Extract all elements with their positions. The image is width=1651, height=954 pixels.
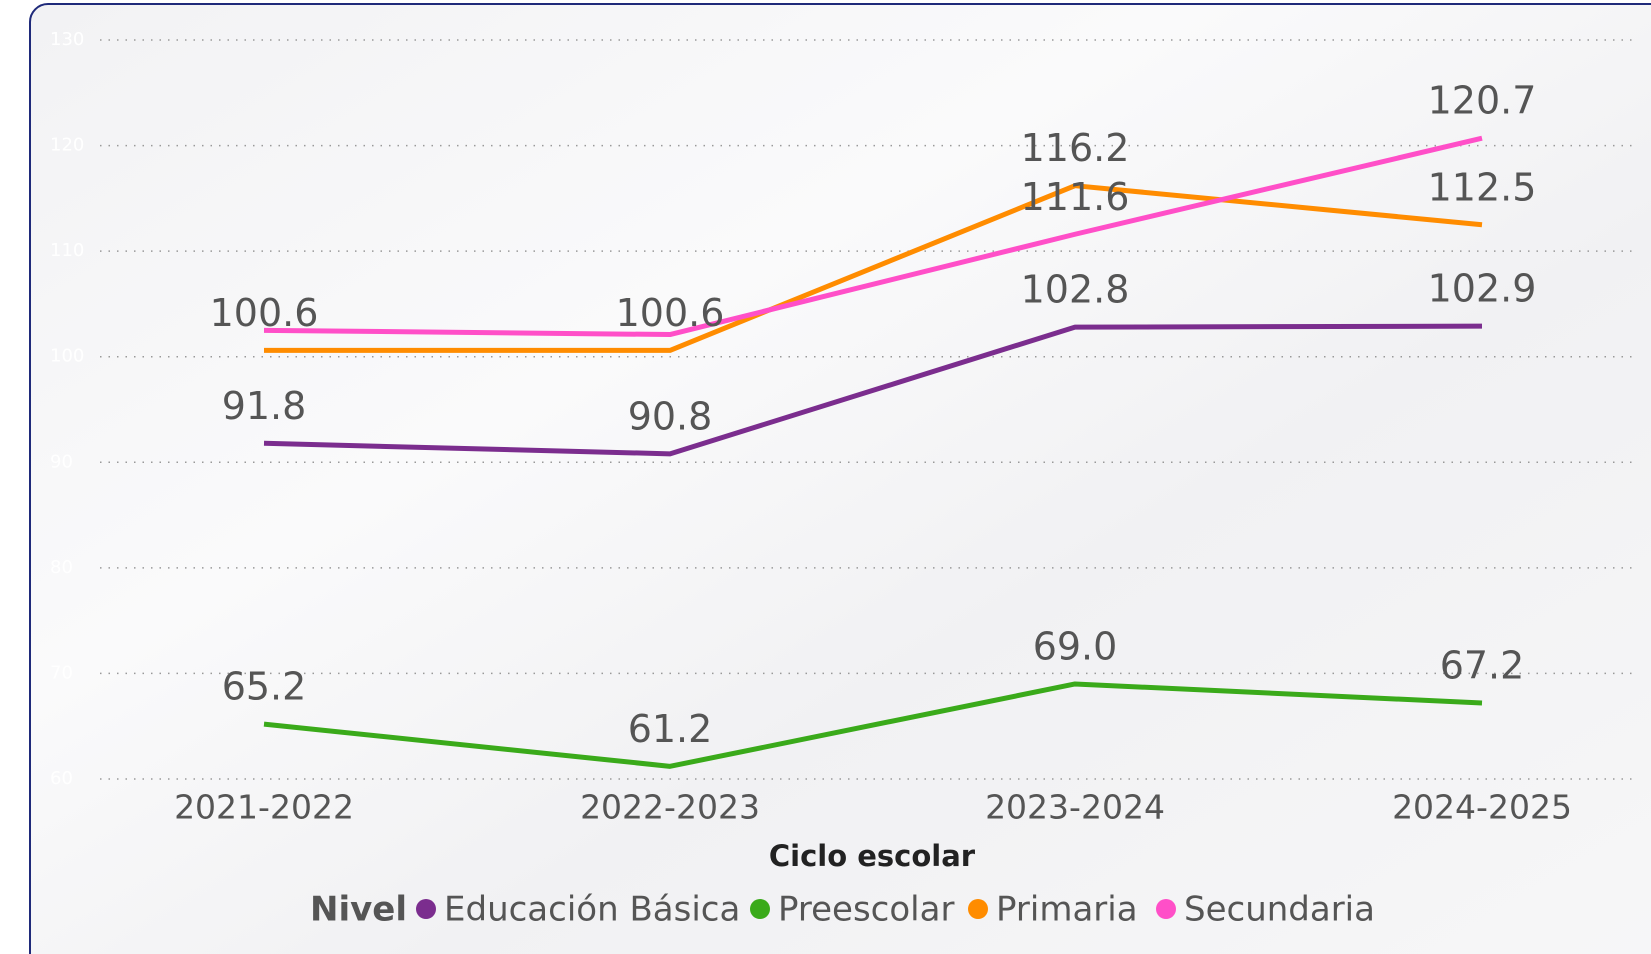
legend-title: Nivel	[310, 890, 407, 930]
data-label: 112.5	[1428, 165, 1537, 209]
legend-marker	[416, 899, 436, 919]
y-tick-label: 90	[50, 451, 73, 472]
y-tick-label: 100	[50, 346, 84, 367]
x-axis-title: Ciclo escolar	[769, 839, 976, 873]
data-label: 69.0	[1033, 624, 1118, 668]
y-tick-label: 80	[50, 557, 73, 578]
data-label: 100.6	[616, 291, 725, 335]
data-label: 61.2	[628, 707, 713, 751]
legend-label: Educación Básica	[444, 890, 740, 930]
series-line	[263, 135, 1483, 338]
data-label: 91.8	[222, 384, 307, 428]
data-label: 67.2	[1440, 643, 1525, 687]
x-tick-label: 2021-2022	[174, 788, 354, 827]
legend-label: Secundaria	[1184, 890, 1375, 930]
y-tick-label: 120	[50, 135, 84, 156]
series-line	[263, 681, 1483, 769]
legend: Nivel Educación Básica Preescolar Primaria…	[310, 890, 1375, 930]
card	[29, 3, 1651, 954]
data-label: 65.2	[222, 665, 307, 709]
data-label: 102.9	[1428, 267, 1537, 311]
grid: 60 70 80 90 100 110 120 130 2021-2022 2022-2023 20…	[50, 29, 1637, 827]
y-tick-label: 60	[50, 768, 73, 789]
lines	[263, 135, 1483, 769]
y-tick-label: 110	[50, 240, 84, 261]
x-tick-label: 2022-2023	[580, 788, 760, 827]
series-line	[263, 323, 1483, 457]
legend-marker	[750, 899, 770, 919]
y-tick-label: 130	[50, 29, 84, 50]
data-label: 111.6	[1021, 175, 1130, 219]
y-tick-label: 70	[50, 662, 73, 683]
labels: 91.8 90.8 102.8 102.9 65.2 61.2 69.0 67.2 100.6 1…	[210, 79, 1537, 751]
data-label: 102.8	[1021, 268, 1130, 312]
legend-label: Preescolar	[778, 890, 954, 930]
legend-marker	[968, 899, 988, 919]
data-label: 120.7	[1428, 79, 1537, 123]
legend-marker	[1156, 899, 1176, 919]
series-line	[264, 183, 1483, 353]
data-label: 100.6	[210, 291, 319, 335]
legend-label: Primaria	[996, 890, 1138, 930]
data-label: 116.2	[1021, 126, 1130, 170]
x-tick-label: 2024-2025	[1392, 788, 1572, 827]
data-label: 90.8	[628, 394, 713, 438]
x-tick-label: 2023-2024	[985, 788, 1165, 827]
